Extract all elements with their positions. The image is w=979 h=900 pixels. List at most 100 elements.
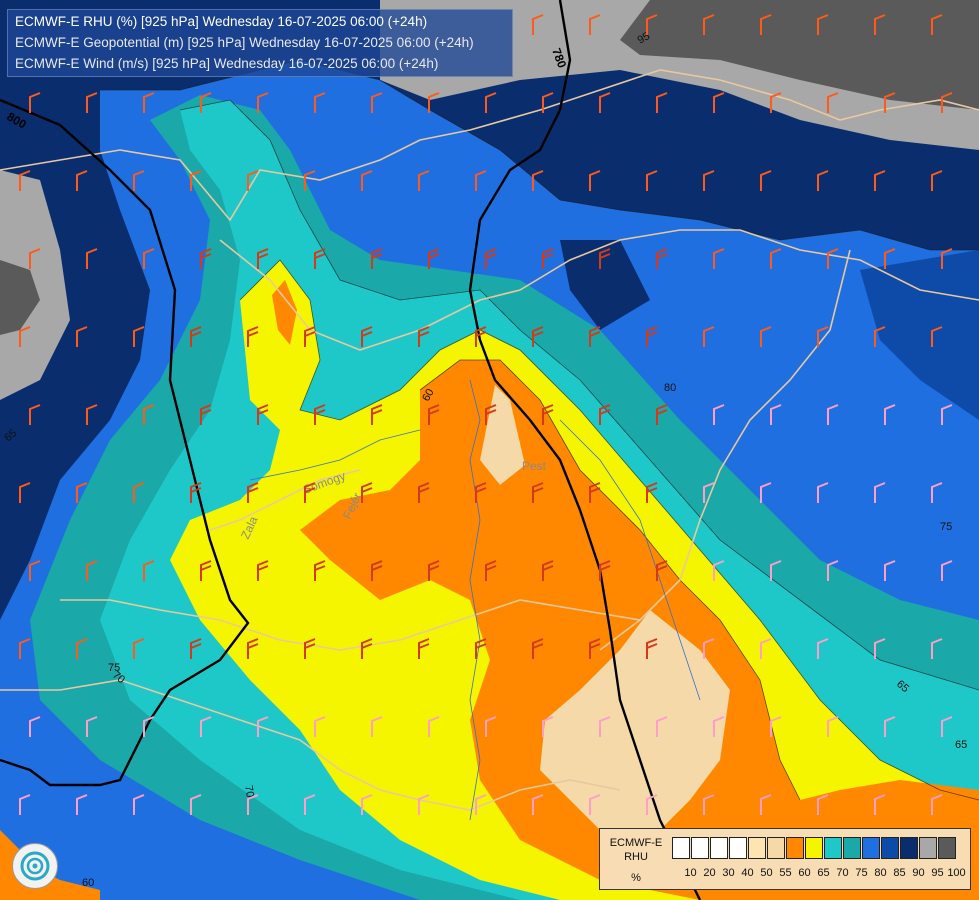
wind-barb-icon — [371, 248, 383, 269]
geopotential-contours — [0, 0, 702, 900]
wind-barb-icon — [371, 560, 383, 581]
wind-barb-icon — [941, 92, 953, 113]
geopotential-label-780: 780 — [549, 46, 569, 70]
wind-barb-icon — [133, 482, 145, 503]
wind-barb-icon — [29, 716, 41, 737]
wind-barb-icon — [133, 326, 145, 347]
wind-barb-icon — [931, 794, 943, 815]
wind-barb-icon — [76, 794, 88, 815]
wind-barb-icon — [76, 638, 88, 659]
wind-barb-icon — [817, 170, 829, 191]
wind-barb-icon — [713, 92, 725, 113]
legend-swatches — [672, 837, 957, 859]
rhu-fill-55 — [480, 385, 525, 485]
rhu-fill-85-dark — [560, 240, 650, 330]
legend-swatch — [729, 837, 747, 859]
wind-barb-icon — [760, 326, 772, 347]
wind-barb-icon — [532, 638, 544, 659]
wind-barb-icon — [76, 326, 88, 347]
wind-barb-icon — [200, 248, 212, 269]
wind-barb-icon — [29, 404, 41, 425]
legend-swatch — [900, 837, 918, 859]
wind-barb-icon — [19, 794, 31, 815]
wind-barb-icon — [29, 248, 41, 269]
wind-barb-icon — [485, 716, 497, 737]
wind-barb-icon — [86, 560, 98, 581]
wind-barb-icon — [361, 170, 373, 191]
wind-barb-icon — [314, 404, 326, 425]
wind-barb-icon — [428, 716, 440, 737]
wind-barb-icon — [713, 716, 725, 737]
wind-barbs — [19, 14, 953, 815]
legend-tick: 10 — [684, 867, 697, 879]
legend-tick: 85 — [893, 867, 906, 879]
legend-tick: 50 — [760, 867, 773, 879]
wind-barb-icon — [817, 326, 829, 347]
wind-barb-icon — [703, 14, 715, 35]
wind-barb-icon — [884, 716, 896, 737]
wind-barb-icon — [428, 404, 440, 425]
wind-barb-icon — [143, 248, 155, 269]
rhu-fill-55-southeast — [540, 610, 730, 830]
legend-tick: 40 — [741, 867, 754, 879]
wind-barb-icon — [314, 716, 326, 737]
wind-barb-icon — [646, 638, 658, 659]
wind-barb-icon — [76, 482, 88, 503]
wind-barb-icon — [599, 560, 611, 581]
wind-barb-icon — [760, 638, 772, 659]
wind-barb-icon — [532, 482, 544, 503]
wind-barb-icon — [133, 170, 145, 191]
wind-barb-icon — [485, 248, 497, 269]
wind-barb-icon — [371, 716, 383, 737]
rivers — [249, 379, 701, 821]
wind-barb-icon — [200, 404, 212, 425]
wind-barb-icon — [19, 482, 31, 503]
wind-barb-icon — [418, 638, 430, 659]
wind-barb-icon — [713, 404, 725, 425]
wind-barb-icon — [361, 638, 373, 659]
wind-barb-icon — [485, 92, 497, 113]
rhu-fill-80-east — [860, 250, 979, 420]
legend-swatch — [786, 837, 804, 859]
wind-barb-icon — [418, 794, 430, 815]
legend-tick: 75 — [855, 867, 868, 879]
wind-barb-icon — [931, 326, 943, 347]
wind-barb-icon — [304, 638, 316, 659]
wind-barb-icon — [200, 716, 212, 737]
wind-barb-icon — [257, 560, 269, 581]
wind-barb-icon — [656, 560, 668, 581]
wind-barb-icon — [190, 326, 202, 347]
wind-barb-icon — [133, 638, 145, 659]
wind-barb-icon — [257, 248, 269, 269]
legend-tick: 60 — [798, 867, 811, 879]
wind-barb-icon — [19, 638, 31, 659]
wind-barb-icon — [713, 248, 725, 269]
rhu-label: 65 — [955, 739, 967, 751]
wind-barb-icon — [589, 170, 601, 191]
wind-barb-icon — [542, 92, 554, 113]
wind-barb-icon — [190, 638, 202, 659]
wind-barb-icon — [931, 170, 943, 191]
wind-barb-icon — [532, 326, 544, 347]
wind-barb-icon — [361, 326, 373, 347]
wind-barb-icon — [86, 404, 98, 425]
legend-tick: 65 — [817, 867, 830, 879]
wind-barb-icon — [817, 794, 829, 815]
wind-barb-icon — [257, 92, 269, 113]
wind-barb-icon — [703, 326, 715, 347]
wind-barb-icon — [475, 794, 487, 815]
wind-barb-icon — [827, 92, 839, 113]
wind-barb-icon — [646, 326, 658, 347]
wind-barb-icon — [656, 92, 668, 113]
wind-barb-icon — [314, 92, 326, 113]
legend-unit: % — [631, 872, 641, 884]
title-geopotential: ECMWF-E Geopotential (m) [925 hPa] Wedne… — [15, 35, 474, 50]
wind-barb-icon — [76, 170, 88, 191]
wind-barb-icon — [874, 794, 886, 815]
wind-barb-icon — [941, 248, 953, 269]
wind-barb-icon — [931, 638, 943, 659]
wind-barb-icon — [190, 794, 202, 815]
wind-barb-icon — [827, 560, 839, 581]
wind-barb-icon — [247, 326, 259, 347]
